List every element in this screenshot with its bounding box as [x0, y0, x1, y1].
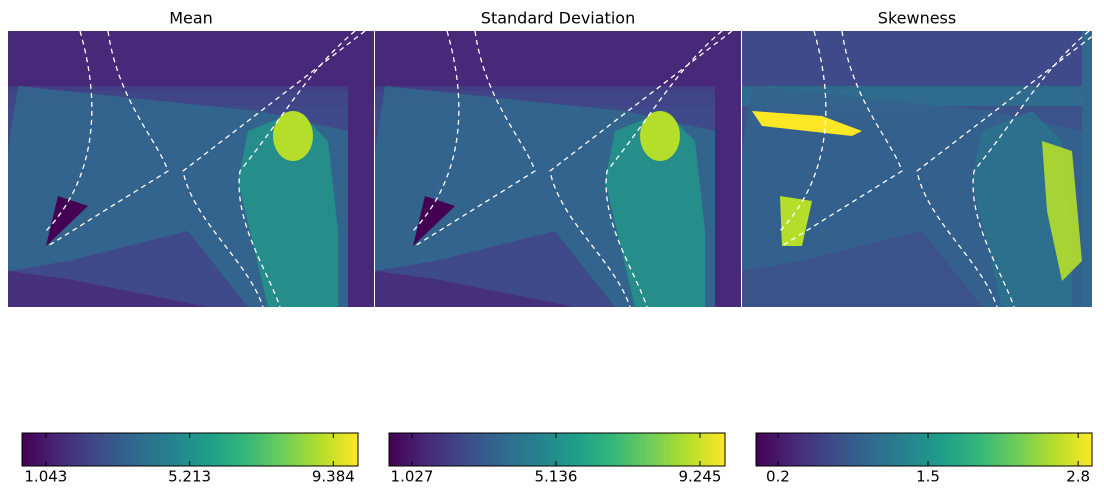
- image-region: [46, 196, 88, 246]
- image-region: [375, 271, 575, 307]
- image-region: [413, 196, 455, 246]
- colorbar-tick-label: 9.384: [312, 468, 355, 486]
- colorbar-tick-label: 2.8: [1066, 468, 1090, 486]
- heatmap-image: [742, 31, 1092, 307]
- image-region: [8, 271, 208, 307]
- colorbar-tick-label: 5.136: [535, 468, 578, 486]
- boundary-line: [605, 31, 723, 307]
- colorbar: [755, 432, 1093, 467]
- image-region: [1042, 141, 1082, 281]
- colorbar: [21, 432, 359, 467]
- image-region: [742, 31, 1092, 91]
- boundary-line: [238, 31, 356, 307]
- image-region: [375, 31, 741, 91]
- boundary-line: [779, 31, 827, 232]
- colorbar-tick-label: 1.043: [24, 468, 67, 486]
- colorbar-tick-label: 1.027: [391, 468, 434, 486]
- colorbar-tick-label: 9.245: [678, 468, 721, 486]
- boundary-line: [45, 31, 93, 232]
- boundary-line: [412, 31, 460, 232]
- boundary-line: [972, 31, 1090, 307]
- boundary-line: [182, 31, 366, 307]
- boundary-line: [414, 31, 536, 247]
- image-region: [238, 111, 338, 307]
- heatmap-image: [375, 31, 741, 307]
- image-region: [348, 31, 374, 307]
- boundary-line: [781, 31, 903, 247]
- image-region: [1082, 31, 1092, 307]
- heatmap-image: [8, 31, 374, 307]
- image-region: [752, 111, 862, 136]
- image-region: [780, 196, 812, 246]
- image-region: [605, 111, 705, 307]
- colorbar-tick-label: 1.5: [916, 468, 940, 486]
- image-region: [715, 31, 741, 307]
- panel-title: Mean: [169, 9, 213, 28]
- colorbar-tick-label: 0.2: [766, 468, 790, 486]
- boundary-line: [916, 35, 1092, 307]
- boundary-line: [47, 31, 169, 247]
- panel-title: Skewness: [878, 9, 956, 28]
- panel-title: Standard Deviation: [481, 9, 635, 28]
- colorbar-tick-label: 5.213: [168, 468, 211, 486]
- image-region: [273, 111, 313, 161]
- boundary-line: [549, 31, 733, 307]
- image-region: [640, 111, 680, 161]
- colorbar: [388, 432, 726, 467]
- image-region: [8, 31, 374, 91]
